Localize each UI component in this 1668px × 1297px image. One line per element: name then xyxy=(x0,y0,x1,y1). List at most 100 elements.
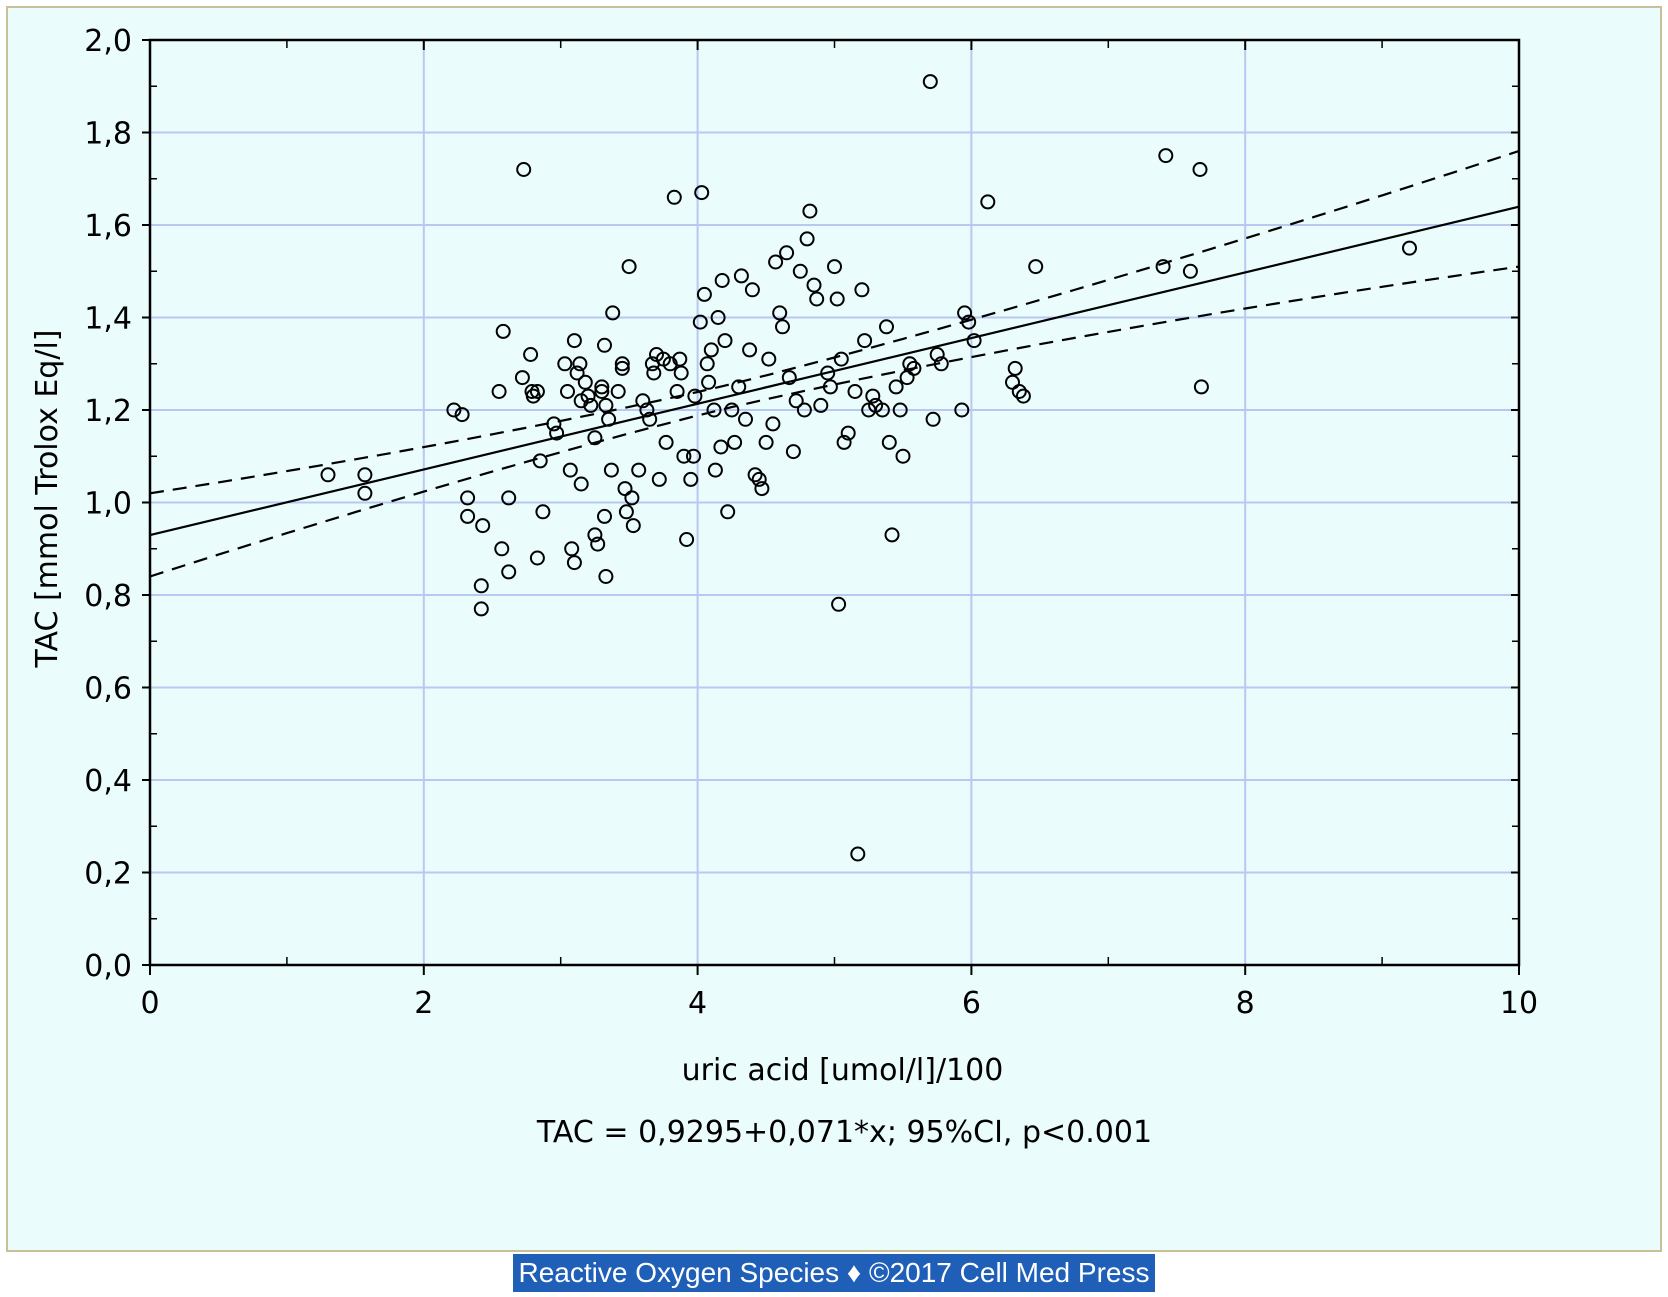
data-point xyxy=(850,846,866,862)
figure-frame xyxy=(6,6,1662,1252)
data-point xyxy=(902,356,918,372)
data-point xyxy=(925,411,941,427)
data-points xyxy=(320,74,1417,862)
data-point xyxy=(516,162,532,177)
data-point xyxy=(899,370,915,386)
scatter-chart: 0 2 4 6 8 10 0,0 0,2 0,4 0,6 0,8 1,0 1,2 1,4 1,6 1,8 2,0… xyxy=(30,24,1538,1150)
data-point xyxy=(699,356,715,372)
data-point xyxy=(701,374,717,390)
data-point xyxy=(775,319,790,335)
y-tick-label: 1,6 xyxy=(84,209,132,244)
data-point xyxy=(713,439,729,455)
data-point xyxy=(687,388,703,404)
data-point xyxy=(564,541,580,557)
data-point xyxy=(676,448,692,464)
data-point xyxy=(587,430,603,446)
data-point xyxy=(473,601,489,617)
data-point xyxy=(473,578,489,594)
data-point xyxy=(532,453,548,469)
data-point xyxy=(933,356,949,372)
ci-lower-band xyxy=(149,265,1520,578)
x-tick-label: 4 xyxy=(688,986,707,1021)
data-point xyxy=(601,411,617,427)
data-point xyxy=(724,402,740,418)
data-point xyxy=(892,402,908,418)
data-point xyxy=(827,259,842,275)
data-point xyxy=(733,268,749,284)
data-point xyxy=(865,388,881,404)
x-tick-label: 2 xyxy=(414,986,433,1021)
data-point xyxy=(1182,263,1198,279)
data-point xyxy=(727,434,743,450)
y-tick-label: 0,4 xyxy=(84,764,132,799)
data-point xyxy=(792,263,808,279)
data-point xyxy=(703,342,719,358)
data-point xyxy=(566,555,582,571)
data-point xyxy=(829,291,845,307)
data-point xyxy=(820,365,836,381)
data-point xyxy=(546,416,562,432)
ci-upper-band xyxy=(149,149,1520,495)
data-point xyxy=(642,411,658,427)
data-point xyxy=(706,402,722,418)
data-point xyxy=(460,508,476,524)
confidence-bands xyxy=(149,149,1520,578)
data-point xyxy=(1011,384,1027,399)
y-tick-label: 1,8 xyxy=(84,117,132,152)
data-point xyxy=(605,305,621,321)
data-point xyxy=(686,448,701,464)
data-point xyxy=(529,550,545,566)
data-point xyxy=(566,333,582,349)
data-point xyxy=(957,305,973,321)
credit-text: Reactive Oxygen Species ♦ ©2017 Cell Med… xyxy=(512,1254,1156,1292)
data-point xyxy=(906,360,922,376)
data-point xyxy=(754,481,770,497)
data-point xyxy=(854,282,870,298)
data-point xyxy=(598,569,614,584)
data-point xyxy=(549,425,565,441)
data-point xyxy=(590,536,606,552)
data-point xyxy=(836,434,852,450)
data-point xyxy=(562,462,578,478)
credit-banner: Reactive Oxygen Species ♦ ©2017 Cell Med… xyxy=(0,1254,1668,1292)
data-point xyxy=(501,564,517,580)
data-point xyxy=(731,379,747,395)
data-point xyxy=(966,333,982,349)
data-point xyxy=(802,203,818,219)
data-point xyxy=(573,476,589,492)
data-point xyxy=(491,384,507,399)
data-point xyxy=(603,462,619,478)
data-point xyxy=(617,481,633,497)
data-point xyxy=(768,254,784,270)
y-tick-label: 0,6 xyxy=(84,672,132,707)
data-point xyxy=(1015,388,1031,404)
data-point xyxy=(710,310,726,325)
data-point xyxy=(624,490,640,506)
data-point xyxy=(635,393,651,409)
data-point xyxy=(738,411,753,427)
x-tick-label: 8 xyxy=(1236,986,1255,1021)
data-point xyxy=(796,402,812,418)
data-point xyxy=(501,490,517,506)
data-point xyxy=(980,194,996,210)
data-point xyxy=(833,351,849,367)
x-tick-label: 10 xyxy=(1500,986,1538,1021)
data-point xyxy=(357,467,373,483)
data-point xyxy=(514,370,530,386)
data-point xyxy=(494,541,510,557)
data-point xyxy=(597,508,612,524)
data-point xyxy=(879,319,894,335)
data-point xyxy=(535,504,551,520)
data-point xyxy=(557,356,573,372)
data-point xyxy=(1007,360,1023,376)
data-point xyxy=(625,518,641,534)
data-point xyxy=(922,74,938,90)
data-point xyxy=(696,286,712,302)
data-point xyxy=(1192,162,1208,177)
data-point xyxy=(572,356,588,372)
y-tick-label: 0,0 xyxy=(84,949,132,984)
data-point xyxy=(529,384,545,399)
data-point xyxy=(598,397,614,413)
data-point xyxy=(610,384,626,399)
regression-equation: TAC = 0,9295+0,071*x; 95%CI, p<0.001 xyxy=(536,1115,1152,1150)
